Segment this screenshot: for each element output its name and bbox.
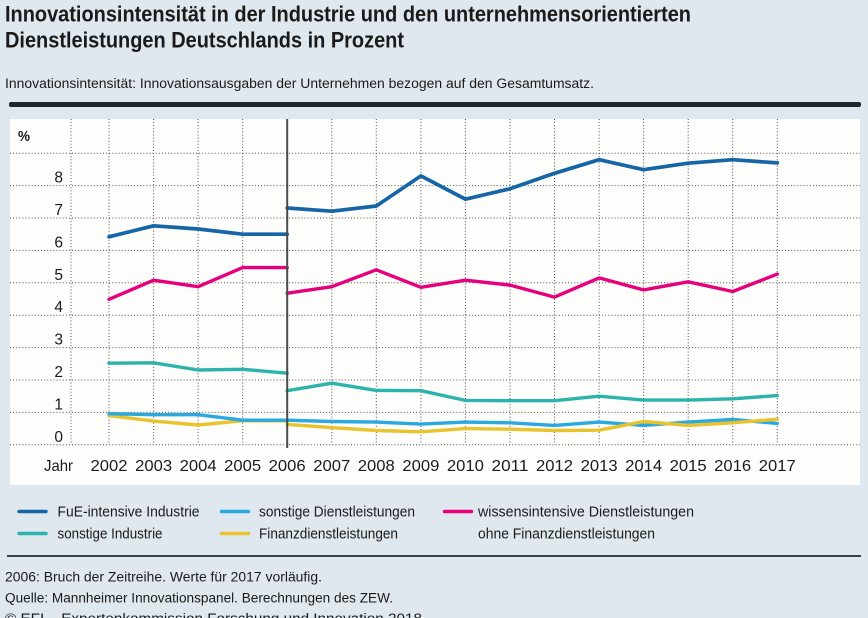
svg-text:FuE-intensive Industrie: FuE-intensive Industrie <box>58 505 200 521</box>
svg-text:5: 5 <box>54 267 63 284</box>
svg-text:sonstige Dienstleistungen: sonstige Dienstleistungen <box>259 505 415 521</box>
svg-text:ohne Finanzdienstleistungen: ohne Finanzdienstleistungen <box>478 527 655 543</box>
svg-text:%: % <box>18 128 30 145</box>
svg-text:4: 4 <box>54 299 63 316</box>
svg-text:2014: 2014 <box>625 458 662 475</box>
svg-text:2: 2 <box>54 364 63 381</box>
svg-text:8: 8 <box>54 170 63 187</box>
svg-text:1: 1 <box>54 396 63 413</box>
svg-text:2006: 2006 <box>269 458 306 475</box>
svg-text:7: 7 <box>54 202 63 219</box>
svg-text:2017: 2017 <box>759 458 796 475</box>
svg-text:2003: 2003 <box>135 458 172 475</box>
svg-text:Jahr: Jahr <box>44 458 74 475</box>
svg-text:2005: 2005 <box>224 458 261 475</box>
svg-text:2013: 2013 <box>581 458 618 475</box>
svg-text:2009: 2009 <box>402 458 439 475</box>
svg-text:© EFI – Expertenkommission For: © EFI – Expertenkommission Forschung und… <box>5 611 422 618</box>
svg-text:wissensintensive Dienstleistun: wissensintensive Dienstleistungen <box>477 505 694 521</box>
svg-text:2008: 2008 <box>358 458 395 475</box>
svg-text:2015: 2015 <box>670 458 707 475</box>
svg-text:2010: 2010 <box>447 458 484 475</box>
svg-text:Quelle: Mannheimer Innovations: Quelle: Mannheimer Innovationspanel. Ber… <box>5 591 393 606</box>
svg-text:2011: 2011 <box>492 458 529 475</box>
svg-text:Innovationsintensität: Innovat: Innovationsintensität: Innovationsausgab… <box>5 76 594 91</box>
svg-text:2012: 2012 <box>536 458 573 475</box>
svg-text:Innovationsintensität in der I: Innovationsintensität in der Industrie u… <box>5 2 691 27</box>
svg-text:2004: 2004 <box>180 458 217 475</box>
svg-text:3: 3 <box>54 332 63 349</box>
svg-text:Dienstleistungen Deutschlands: Dienstleistungen Deutschlands in Prozent <box>5 28 405 53</box>
svg-text:Finanzdienstleistungen: Finanzdienstleistungen <box>259 527 398 543</box>
svg-text:2016: 2016 <box>714 458 751 475</box>
svg-text:2002: 2002 <box>91 458 128 475</box>
svg-text:6: 6 <box>54 234 63 251</box>
svg-text:2006: Bruch der Zeitreihe. Wer: 2006: Bruch der Zeitreihe. Werte für 201… <box>5 570 322 585</box>
svg-text:0: 0 <box>54 429 63 446</box>
svg-text:sonstige Industrie: sonstige Industrie <box>58 527 163 543</box>
svg-text:2007: 2007 <box>313 458 350 475</box>
